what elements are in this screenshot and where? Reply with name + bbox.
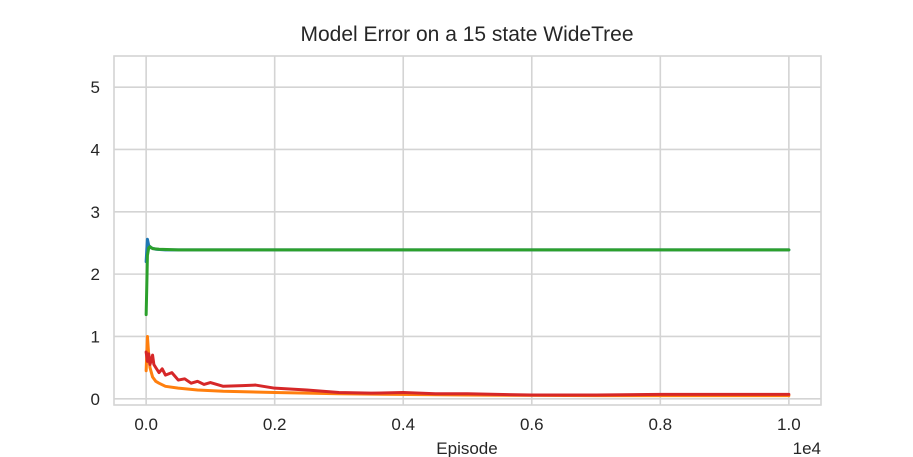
series-line-4 (144, 350, 791, 397)
y-tick-label: 0 (91, 390, 100, 409)
x-tick-labels: 0.0 0.2 0.4 0.6 0.8 1.0 (134, 415, 800, 434)
y-tick-label: 2 (91, 265, 100, 284)
x-tick-label: 1.0 (777, 415, 801, 434)
series-lines (144, 237, 791, 398)
x-axis-offset-label: 1e4 (793, 439, 821, 457)
x-tick-label: 0.8 (648, 415, 672, 434)
x-tick-label: 0.6 (520, 415, 544, 434)
y-tick-label: 5 (91, 78, 100, 97)
chart-title: Model Error on a 15 state WideTree (300, 23, 633, 46)
x-tick-label: 0.4 (391, 415, 415, 434)
y-tick-label: 1 (91, 327, 100, 346)
grid-lines (114, 56, 821, 405)
y-tick-label: 3 (91, 203, 100, 222)
x-tick-label: 0.0 (134, 415, 158, 434)
x-axis-label: Episode (436, 439, 497, 457)
plot-frame (113, 55, 822, 406)
y-tick-label: 4 (91, 140, 100, 159)
x-tick-label: 0.2 (263, 415, 287, 434)
series-line-3 (144, 245, 791, 317)
y-tick-labels: 0 1 2 3 4 5 (91, 78, 100, 409)
